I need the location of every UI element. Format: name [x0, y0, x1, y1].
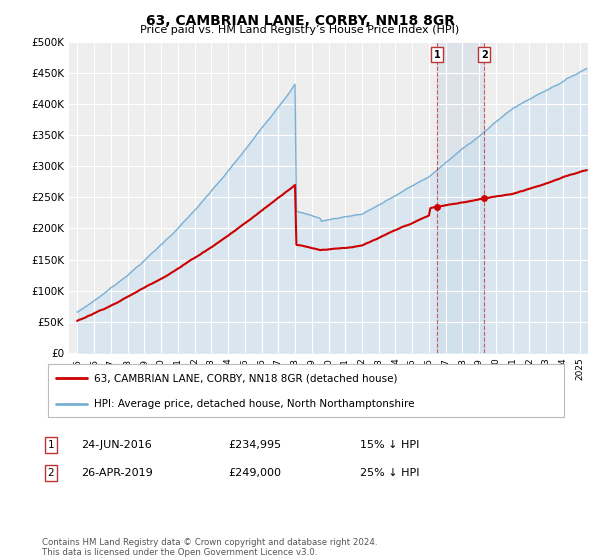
Text: 25% ↓ HPI: 25% ↓ HPI — [360, 468, 419, 478]
Text: 2: 2 — [47, 468, 55, 478]
Text: 63, CAMBRIAN LANE, CORBY, NN18 8GR: 63, CAMBRIAN LANE, CORBY, NN18 8GR — [146, 14, 455, 28]
Text: £249,000: £249,000 — [228, 468, 281, 478]
Text: Price paid vs. HM Land Registry’s House Price Index (HPI): Price paid vs. HM Land Registry’s House … — [140, 25, 460, 35]
Text: 26-APR-2019: 26-APR-2019 — [81, 468, 153, 478]
Text: 63, CAMBRIAN LANE, CORBY, NN18 8GR (detached house): 63, CAMBRIAN LANE, CORBY, NN18 8GR (deta… — [94, 374, 398, 384]
Bar — [437, 42, 484, 353]
Text: HPI: Average price, detached house, North Northamptonshire: HPI: Average price, detached house, Nort… — [94, 399, 415, 409]
Text: Contains HM Land Registry data © Crown copyright and database right 2024.
This d: Contains HM Land Registry data © Crown c… — [42, 538, 377, 557]
Text: 2: 2 — [481, 50, 488, 60]
Text: 15% ↓ HPI: 15% ↓ HPI — [360, 440, 419, 450]
Text: 1: 1 — [47, 440, 55, 450]
Text: 1: 1 — [433, 50, 440, 60]
Text: 24-JUN-2016: 24-JUN-2016 — [81, 440, 152, 450]
Text: £234,995: £234,995 — [228, 440, 281, 450]
